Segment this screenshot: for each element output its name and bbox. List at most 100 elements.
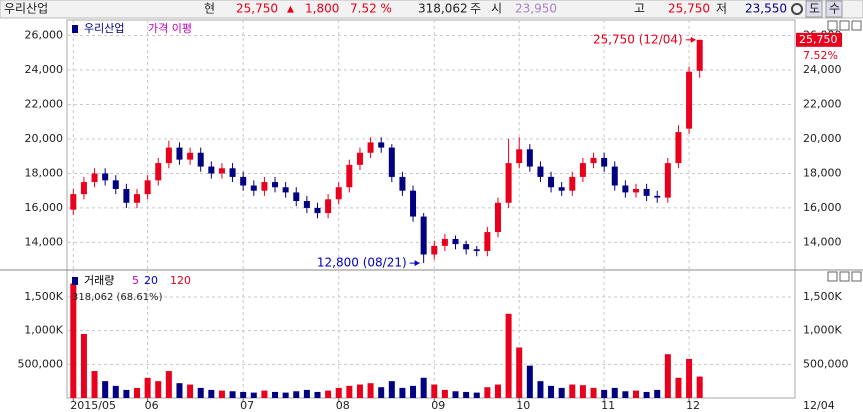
candle-body <box>112 180 119 189</box>
price-panel <box>66 19 796 271</box>
panel-button[interactable] <box>851 271 862 282</box>
volume-bar <box>229 391 236 398</box>
candle-body <box>484 232 491 252</box>
volume-bar <box>91 371 98 398</box>
volume-bar <box>240 391 247 398</box>
candle-body <box>155 163 162 181</box>
candle-body <box>494 202 501 233</box>
panel-button[interactable] <box>839 20 850 31</box>
candle-body <box>261 182 268 191</box>
candle-body <box>601 157 608 167</box>
candle-body <box>664 163 671 198</box>
panel-button[interactable] <box>851 20 862 31</box>
button[interactable] <box>805 0 823 18</box>
change-pct: 7.52 % <box>350 2 392 16</box>
volume-bar <box>473 392 480 398</box>
volume-bar <box>463 391 470 398</box>
legend-label: 거래량 <box>84 274 114 287</box>
panel-button[interactable] <box>827 271 838 282</box>
field-label: 저 <box>716 2 727 16</box>
x-tick-label: 09 <box>431 399 445 412</box>
volume-bar <box>526 365 533 398</box>
volume-bar <box>282 392 289 398</box>
volume-bar <box>675 377 682 398</box>
button[interactable] <box>825 0 843 18</box>
y-tick-label: 14,000 <box>25 235 64 248</box>
candle-body <box>537 166 544 177</box>
candle-body <box>346 164 353 188</box>
stock-name[interactable]: 우리산업 <box>4 2 48 16</box>
field-label: 현 <box>204 2 215 16</box>
volume-panel <box>66 269 796 399</box>
candle-body <box>410 190 417 217</box>
volume-bar <box>218 390 225 398</box>
candle-body <box>197 152 204 167</box>
volume-bar <box>176 383 183 398</box>
volume-bar <box>494 384 501 398</box>
volume-bar <box>197 387 204 398</box>
volume-bar <box>250 392 257 398</box>
volume-bar <box>102 381 109 398</box>
volume-bar <box>516 347 523 398</box>
candle-body <box>569 176 576 191</box>
volume-bar <box>303 389 310 398</box>
last-volume-label: 318,062 (68.61%) <box>72 292 163 303</box>
y-tick-label-right: 1,000K <box>803 324 842 337</box>
volume-bar <box>569 384 576 398</box>
legend-icon <box>72 25 78 33</box>
volume-bar <box>123 389 130 398</box>
settings-icon[interactable] <box>791 3 803 15</box>
candle-body <box>431 245 438 255</box>
volume-bar <box>187 384 194 398</box>
candle-body <box>590 157 597 164</box>
candle-body <box>399 176 406 191</box>
y-tick-label: 26,000 <box>25 29 64 42</box>
last-price: 25,750 <box>799 33 838 46</box>
candle-body <box>675 132 682 164</box>
volume-bar <box>654 389 661 398</box>
x-tick-label: 2015/05 <box>70 399 116 412</box>
volume-bar <box>452 391 459 398</box>
candle-body <box>378 142 385 148</box>
panel-button[interactable] <box>839 271 850 282</box>
candle-body <box>367 142 374 153</box>
candle-body <box>282 187 289 193</box>
volume-bar <box>420 377 427 398</box>
button-label[interactable]: 도 <box>809 2 820 16</box>
legend-label: 5 <box>132 274 139 287</box>
candle-body <box>526 149 533 167</box>
volume-bar <box>314 391 321 398</box>
candle-body <box>420 216 427 255</box>
y-tick-label-right: 500,000 <box>803 357 849 370</box>
candle-body <box>558 187 565 191</box>
volume-bar <box>611 387 618 398</box>
button-label[interactable]: 수 <box>829 2 840 16</box>
legend-icon <box>72 277 78 285</box>
volume-bar <box>696 376 703 398</box>
panel-button[interactable] <box>827 20 838 31</box>
annotation: 25,750 (12/04) <box>593 32 683 46</box>
volume-bar <box>537 381 544 398</box>
annotation-arrowhead <box>690 36 696 43</box>
candle-body <box>654 195 661 198</box>
x-tick-label: 06 <box>145 399 159 412</box>
volume-bar <box>144 377 151 398</box>
volume-bar <box>346 385 353 398</box>
candle-body <box>548 176 555 188</box>
y-tick-label-right: 1,500K <box>803 290 842 303</box>
x-tick-label: 12 <box>686 399 700 412</box>
candle-body <box>134 194 141 203</box>
volume-bar <box>579 385 586 398</box>
volume-bar <box>261 390 268 398</box>
legend-label: 20 <box>144 274 158 287</box>
candle-body <box>218 168 225 174</box>
volume-bar <box>325 390 332 398</box>
candle-body <box>611 166 618 186</box>
legend-label: 가격 이평 <box>148 22 192 35</box>
candle-body <box>686 71 693 129</box>
legend-label: 120 <box>170 274 191 287</box>
volume-bar <box>293 391 300 398</box>
date-label: 12/04 <box>803 399 835 412</box>
